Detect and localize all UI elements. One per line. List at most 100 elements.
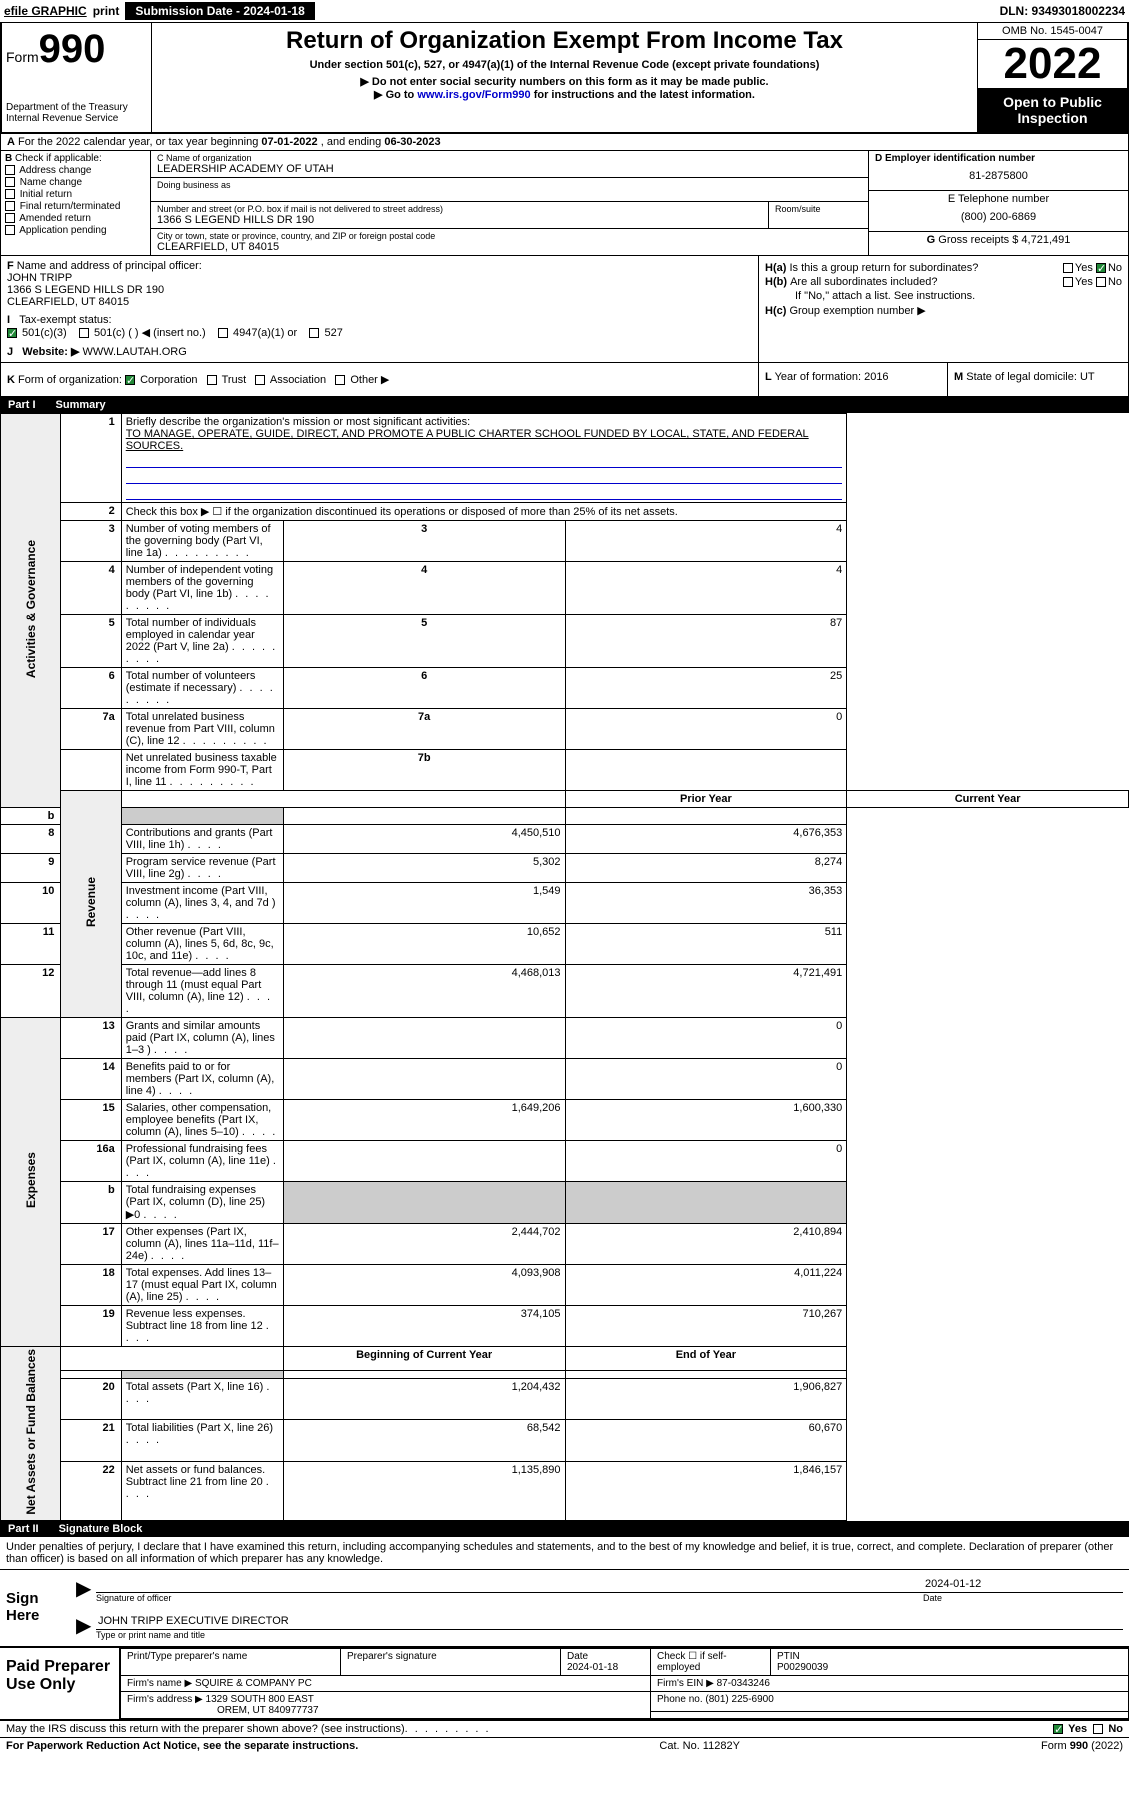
form-footer: Form 990 (2022) (1041, 1740, 1123, 1752)
open-to-public: Open to Public Inspection (978, 88, 1127, 132)
sign-here-label: Sign Here (0, 1570, 70, 1646)
discuss-no-checkbox[interactable] (1093, 1724, 1103, 1734)
col-h-group: H(a) Is this a group return for subordin… (758, 256, 1128, 362)
colb-checkbox-row: Address change (5, 165, 146, 176)
room-label: Room/suite (775, 204, 862, 214)
linek-checkbox[interactable] (207, 375, 217, 385)
block-fih: F Name and address of principal officer:… (0, 256, 1129, 363)
ha-no-checkbox[interactable] (1096, 263, 1106, 273)
hb-yes-checkbox[interactable] (1063, 277, 1073, 287)
colb-checkbox[interactable] (5, 189, 15, 199)
officer-name-value: JOHN TRIPP EXECUTIVE DIRECTOR (96, 1613, 1123, 1630)
line-f-officer: F Name and address of principal officer:… (7, 260, 752, 308)
prep-name-label: Print/Type preparer's name (121, 1648, 341, 1675)
colb-checkbox-row: Initial return (5, 189, 146, 200)
sig-arrow-icon: ▶ (76, 1613, 96, 1640)
header-center: Return of Organization Exempt From Incom… (152, 23, 977, 132)
officer-sig-label: Signature of officer (96, 1593, 923, 1603)
department-label: Department of the Treasury Internal Reve… (6, 102, 147, 124)
firm-name: Firm's name ▶ SQUIRE & COMPANY PC (121, 1675, 651, 1691)
gross-receipts-value: 4,721,491 (1021, 234, 1070, 246)
colb-checkbox[interactable] (5, 225, 15, 235)
header-left: Form990 Department of the Treasury Inter… (2, 23, 152, 132)
street-value: 1366 S LEGEND HILLS DR 190 (157, 214, 762, 226)
pra-notice: For Paperwork Reduction Act Notice, see … (6, 1740, 358, 1752)
hb-no-checkbox[interactable] (1096, 277, 1106, 287)
block-bcdeg: B Check if applicable: Address change Na… (0, 151, 1129, 256)
top-bar: efile GRAPHIC print Submission Date - 20… (0, 0, 1129, 23)
form-instr1: ▶ Do not enter social security numbers o… (160, 75, 969, 88)
colb-checkbox-row: Amended return (5, 213, 146, 224)
linek-checkbox[interactable] (335, 375, 345, 385)
prep-ptin: PTINP00290039 (771, 1648, 1129, 1675)
gross-receipts-label: Gross receipts $ (938, 234, 1018, 246)
linek-checkbox[interactable] (255, 375, 265, 385)
firm-ein: Firm's EIN ▶ 87-0343246 (651, 1675, 1129, 1691)
sign-here-block: Sign Here ▶ 2024-01-12 Signature of offi… (0, 1570, 1129, 1648)
linek-checkbox[interactable] (125, 375, 135, 385)
col-c-org: C Name of organization LEADERSHIP ACADEM… (151, 151, 868, 255)
efile-link[interactable]: efile GRAPHIC (4, 4, 87, 18)
phone-label: E Telephone number (875, 193, 1122, 205)
print-text[interactable]: print (93, 4, 120, 18)
dba-label: Doing business as (157, 180, 862, 190)
colb-checkbox[interactable] (5, 177, 15, 187)
submission-date-box: Submission Date - 2024-01-18 (125, 2, 314, 20)
colb-checkbox-row: Final return/terminated (5, 201, 146, 212)
col-de: D Employer identification number 81-2875… (868, 151, 1128, 255)
form-title: Return of Organization Exempt From Incom… (160, 27, 969, 55)
omb-number: OMB No. 1545-0047 (978, 23, 1127, 40)
org-name-label: C Name of organization (157, 153, 862, 163)
sig-date-label: Date (923, 1593, 1123, 1603)
irs-link[interactable]: www.irs.gov/Form990 (417, 89, 530, 101)
city-label: City or town, state or province, country… (157, 231, 862, 241)
prep-sig-label: Preparer's signature (341, 1648, 561, 1675)
city-value: CLEARFIELD, UT 84015 (157, 241, 862, 253)
line-i-tax-status: I Tax-exempt status: 501(c)(3) 501(c) ( … (7, 314, 752, 339)
dln: DLN: 93493018002234 (1000, 4, 1125, 18)
firm-phone: Phone no. (801) 225-6900 (651, 1691, 1129, 1712)
part2-header: Part IISignature Block (0, 1521, 1129, 1537)
block-klm: K Form of organization: Corporation Trus… (0, 363, 1129, 397)
colb-checkbox[interactable] (5, 165, 15, 175)
org-name: LEADERSHIP ACADEMY OF UTAH (157, 163, 862, 175)
phone-value: (800) 200-6869 (875, 205, 1122, 229)
line-j-website: J Website: ▶ WWW.LAUTAH.ORG (7, 345, 752, 358)
sig-intro: Under penalties of perjury, I declare th… (0, 1537, 1129, 1570)
street-label: Number and street (or P.O. box if mail i… (157, 204, 762, 214)
colb-checkbox-row: Name change (5, 177, 146, 188)
sig-date-value: 2024-01-12 (923, 1576, 1123, 1592)
header-right: OMB No. 1545-0047 2022 Open to Public In… (977, 23, 1127, 132)
form-number: Form990 (6, 27, 147, 72)
col-l-year: L Year of formation: 2016 (759, 363, 948, 396)
linei-checkbox[interactable] (79, 328, 89, 338)
col-b-checkboxes: B Check if applicable: Address change Na… (1, 151, 151, 255)
website-value: WWW.LAUTAH.ORG (83, 346, 187, 358)
ha-yes-checkbox[interactable] (1063, 263, 1073, 273)
discuss-yes-checkbox[interactable] (1053, 1724, 1063, 1734)
colb-checkbox[interactable] (5, 213, 15, 223)
officer-sig-field[interactable] (96, 1576, 923, 1592)
form-header: Form990 Department of the Treasury Inter… (0, 23, 1129, 134)
colb-checkbox[interactable] (5, 201, 15, 211)
sig-arrow-icon: ▶ (76, 1576, 96, 1603)
form-instr2: ▶ Go to www.irs.gov/Form990 for instruct… (160, 88, 969, 101)
colb-checkbox-row: Application pending (5, 225, 146, 236)
paid-preparer-block: Paid Preparer Use Only Print/Type prepar… (0, 1648, 1129, 1721)
row-a-tax-year: A For the 2022 calendar year, or tax yea… (0, 134, 1129, 151)
tax-year: 2022 (978, 40, 1127, 88)
ein-value: 81-2875800 (875, 164, 1122, 188)
officer-name-label: Type or print name and title (96, 1630, 1123, 1640)
firm-address: Firm's address ▶ 1329 SOUTH 800 EASTOREM… (121, 1691, 651, 1718)
col-m-state: M State of legal domicile: UT (948, 363, 1128, 396)
paid-preparer-label: Paid Preparer Use Only (0, 1648, 120, 1719)
summary-table: Activities & Governance1Briefly describe… (0, 413, 1129, 1521)
discuss-row: May the IRS discuss this return with the… (0, 1721, 1129, 1737)
prep-date: Date2024-01-18 (561, 1648, 651, 1675)
cat-no: Cat. No. 11282Y (659, 1740, 740, 1752)
linei-checkbox[interactable] (218, 328, 228, 338)
ein-label: D Employer identification number (875, 153, 1122, 164)
linei-checkbox[interactable] (309, 328, 319, 338)
form-subtitle: Under section 501(c), 527, or 4947(a)(1)… (160, 59, 969, 71)
linei-checkbox[interactable] (7, 328, 17, 338)
